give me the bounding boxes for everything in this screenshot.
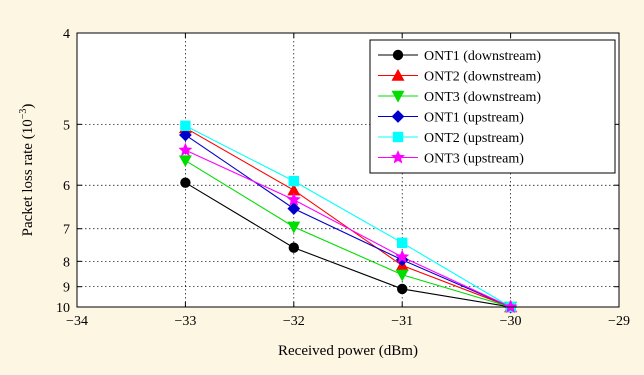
data-point [288, 242, 300, 253]
legend-box [369, 39, 616, 174]
series-line [185, 149, 511, 308]
legend-label: ONT3 (upstream) [424, 152, 524, 167]
legend-entry: ONT3 (upstream) [378, 150, 524, 167]
axis-ticks: −34 −33 −32 −31 −30 −29 4 5 6 7 8 9 10 [56, 27, 630, 329]
data-point [397, 283, 408, 295]
data-point [180, 177, 191, 188]
y-axis-title-suffix: ) [20, 104, 36, 109]
series-markers [178, 142, 518, 313]
y-tick-label: 8 [63, 255, 70, 270]
legend-entry: ONT2 (downstream) [378, 68, 541, 85]
data-point [396, 237, 408, 249]
data-point [179, 128, 192, 142]
x-tick-label: −34 [66, 314, 88, 329]
legend-label: ONT3 (downstream) [424, 90, 541, 105]
y-tick-label: 5 [63, 118, 70, 133]
data-point [288, 175, 300, 187]
series-line [185, 125, 511, 308]
plot-frame [76, 32, 620, 308]
series-line [185, 134, 511, 308]
legend-marker [391, 90, 405, 103]
series-group [185, 160, 511, 308]
y-axis-title-main: Packet loss rate (10 [20, 119, 36, 236]
series-group [185, 149, 511, 308]
data-point [503, 299, 518, 313]
legend: ONT1 (downstream) ONT2 (downstream) ONT3 (… [369, 39, 616, 174]
legend-marker [392, 49, 404, 61]
data-point [395, 249, 410, 263]
y-axis-title-exponent: −3 [18, 109, 29, 120]
legend-entry: ONT3 (downstream) [378, 90, 541, 105]
legend-marker [391, 150, 405, 164]
y-tick-label: 4 [63, 27, 70, 42]
legend-marker [391, 68, 405, 81]
legend-label: ONT1 (upstream) [424, 111, 524, 126]
series-line [185, 160, 511, 308]
data-point [178, 142, 193, 157]
y-tick-label: 7 [63, 223, 70, 238]
x-tick-label: −31 [391, 314, 413, 329]
data-point [287, 221, 301, 234]
legend-entry: ONT1 (downstream) [378, 49, 541, 64]
data-point [286, 192, 301, 206]
data-point [395, 269, 409, 282]
data-point [178, 155, 192, 168]
legend-marker [391, 110, 405, 123]
x-axis-title: Received power (dBm) [278, 343, 418, 359]
legend-marker [392, 131, 404, 143]
data-point [180, 120, 191, 131]
series-group [185, 125, 511, 308]
series-group [185, 182, 511, 308]
x-tick-label: −33 [174, 314, 196, 329]
y-axis-title: Packet loss rate (10−3) [18, 104, 36, 237]
legend-entry: ONT2 (upstream) [378, 131, 524, 146]
x-tick-label: −32 [283, 314, 305, 329]
legend-entry: ONT1 (upstream) [378, 110, 524, 126]
legend-label: ONT2 (downstream) [424, 70, 541, 85]
x-tick-label: −29 [608, 314, 630, 329]
y-tick-label: 9 [63, 281, 70, 296]
series-line [185, 182, 511, 308]
legend-label: ONT2 (upstream) [424, 131, 524, 146]
series-group [185, 134, 511, 308]
y-tick-label: 10 [56, 301, 70, 316]
y-tick-label: 6 [63, 179, 70, 194]
data-point [287, 202, 301, 216]
legend-label: ONT1 (downstream) [424, 49, 541, 64]
series-layer [178, 120, 518, 314]
x-tick-label: −30 [500, 314, 522, 329]
